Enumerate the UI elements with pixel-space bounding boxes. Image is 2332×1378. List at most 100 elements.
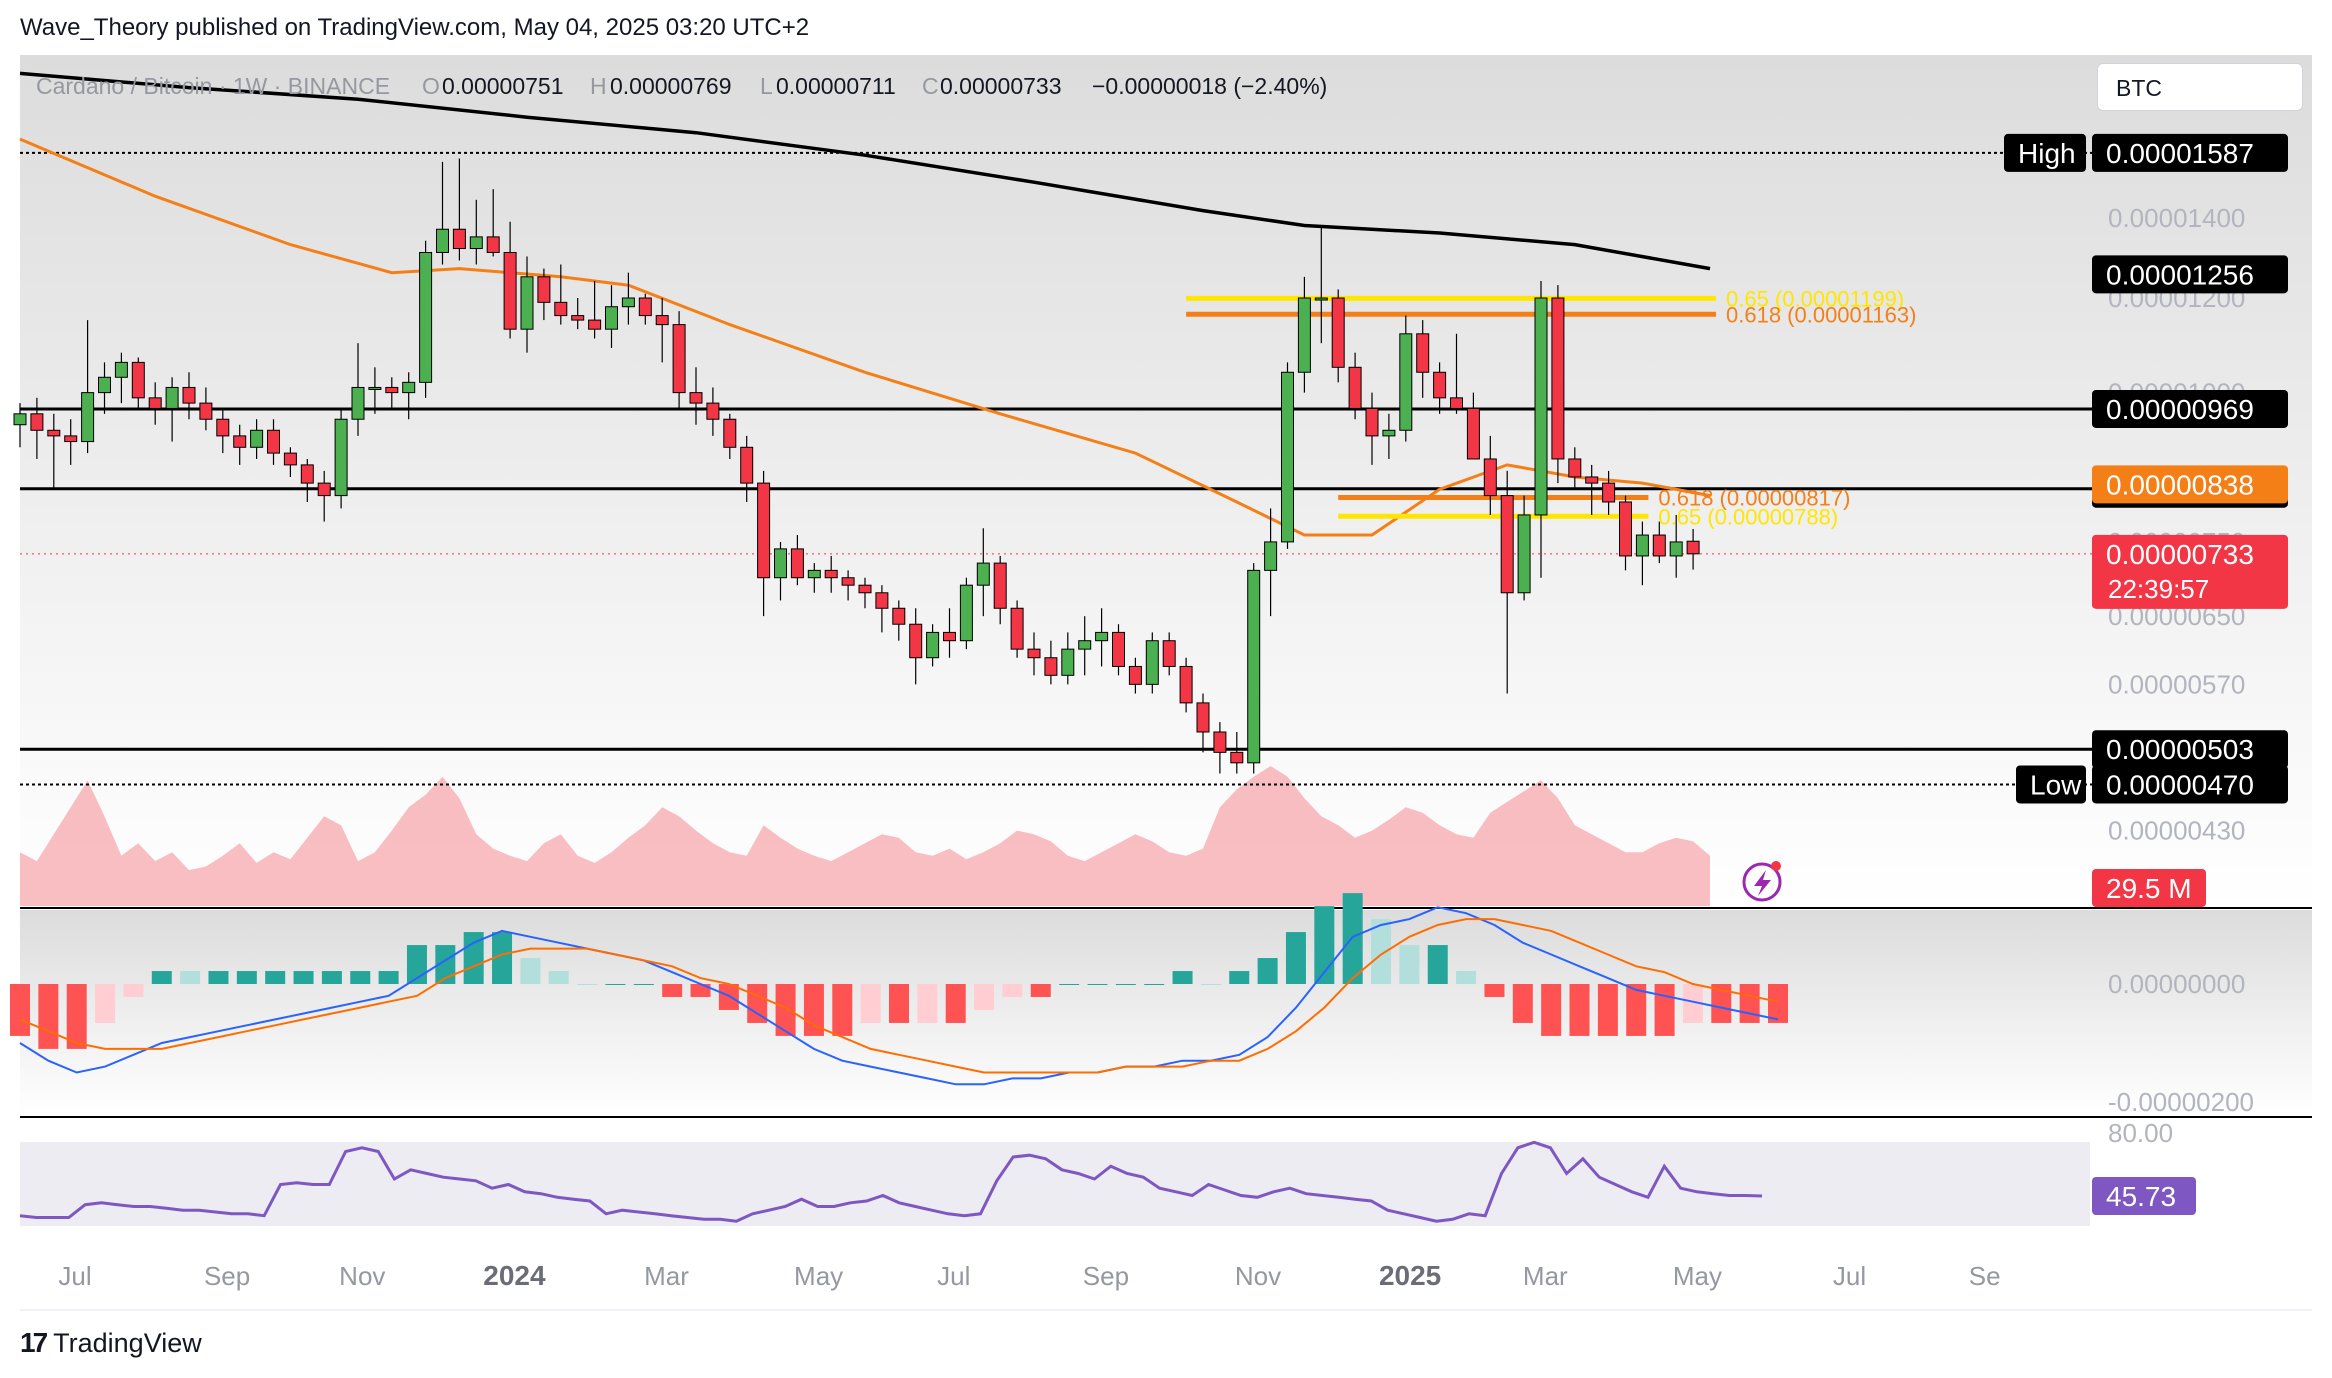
fib-zones-layer: 0.65 (0.00001199)0.618 (0.00001163) 0.618… [1186, 286, 1916, 529]
symbol-name: Cardano / Bitcoin · 1W · BINANCE [36, 73, 390, 99]
candle-body [1517, 514, 1531, 594]
candle-body [892, 607, 906, 625]
x-tick-label: 2025 [1379, 1260, 1441, 1291]
candle-body [1230, 751, 1244, 764]
candle-body [334, 418, 348, 497]
candle-body [1382, 429, 1396, 437]
candle-body [689, 392, 703, 404]
fib-level-label: 0.65 (0.00001199) [1726, 286, 1904, 311]
macd-hist-bar [378, 971, 399, 984]
candle-body [1213, 731, 1227, 753]
candle-body [1619, 501, 1632, 557]
volume-area [20, 766, 1710, 906]
volume-tag-text: 29.5 M [2106, 873, 2192, 904]
candle-body [588, 319, 602, 330]
price-labels-layer: 0.00001587High0.000009690.000008310.0000… [2004, 133, 2288, 1215]
rsi-value-tag: 45.73 [2092, 1176, 2196, 1215]
candle-body [1686, 540, 1700, 555]
candle-body [148, 397, 162, 409]
candle-body [1399, 333, 1413, 431]
level-name-tag-text: Low [2030, 769, 2082, 800]
macd-hist-bar [860, 984, 881, 1023]
candle-body [1010, 607, 1024, 650]
candle-body [1433, 371, 1447, 399]
macd-hist-bar [1654, 984, 1675, 1036]
candle-body [1247, 569, 1261, 764]
macd-hist-bar [605, 984, 626, 985]
candle-body [1534, 297, 1548, 516]
flash-icon[interactable] [1742, 861, 1782, 902]
level-price-tag: 0.00001587 [2092, 133, 2288, 172]
candle-body [98, 376, 111, 394]
candle-body [1061, 648, 1075, 676]
candle-body [1078, 640, 1092, 650]
macd-hist-bar [832, 984, 853, 1036]
price-tag: 0.00000838 [2092, 465, 2288, 504]
macd-lines-layer [19, 906, 1779, 1086]
candle-body [300, 464, 314, 484]
candle-body [1297, 297, 1311, 373]
macd-hist-bar [265, 971, 286, 984]
macd-hist-bar [1172, 971, 1193, 984]
candle-body [64, 435, 78, 443]
candle-body [385, 386, 399, 394]
close-value: 0.00000733 [940, 73, 1062, 99]
macd-hist-bar [1115, 984, 1136, 985]
main-pane-bg [20, 55, 2312, 907]
macd-hist-bar [1682, 984, 1703, 1023]
macd-hist-bar [208, 971, 229, 984]
candle-body [757, 482, 771, 579]
fib-level-label: 0.65 (0.00000788) [1658, 504, 1838, 529]
level-name-tag: High [2004, 133, 2086, 172]
macd-hist-bar [66, 984, 87, 1049]
candle-body [672, 324, 686, 394]
candle-body [723, 418, 737, 448]
macd-pane-bg [20, 910, 2312, 1116]
x-tick-label: Jul [937, 1261, 970, 1291]
candle-body [926, 631, 940, 659]
macd-hist-bar [548, 971, 569, 984]
macd-hist-bar [236, 971, 257, 984]
candle-body [1652, 534, 1666, 557]
macd-hist-bar [889, 984, 909, 1023]
candle-body [959, 584, 973, 642]
candle-body [1027, 648, 1041, 659]
macd-hist-bar [1059, 984, 1080, 985]
candle-body [790, 548, 804, 579]
open-value: 0.00000751 [442, 73, 564, 99]
candle-body [943, 631, 956, 642]
x-tick-label: Sep [1083, 1261, 1129, 1291]
macd-tick-label: 0.00000000 [2108, 969, 2245, 999]
macd-hist-bar [1739, 984, 1760, 1023]
candle-body [993, 562, 1007, 609]
currency-selector[interactable]: BTC [2097, 63, 2303, 111]
candle-body [13, 413, 27, 426]
candle-body [30, 413, 44, 431]
x-tick-label: 2024 [483, 1260, 546, 1291]
last-price-bg [2092, 534, 2288, 609]
price-tag-bg [2092, 465, 2288, 504]
candle-body [81, 392, 95, 443]
macd-line [19, 906, 1779, 1086]
level-price-tag-text: 0.00000969 [2106, 394, 2254, 425]
macd-hist-bar [435, 945, 456, 984]
candle-body [1500, 495, 1514, 594]
rsi-layer [19, 1140, 1763, 1223]
macd-hist-bar [974, 984, 995, 1010]
ema-orange-line [19, 137, 1711, 537]
rsi-tick-label: 80.00 [2108, 1118, 2173, 1148]
candle-body [976, 562, 990, 586]
x-tick-label: Nov [339, 1261, 385, 1291]
level-name-tag-bg [2016, 765, 2086, 804]
macd-hist-bar [1541, 984, 1562, 1036]
level-price-tag-bg [2092, 389, 2288, 428]
rsi-band [20, 1142, 2090, 1226]
level-price-tag-bg [2092, 765, 2288, 804]
tradingview-logo[interactable]: 17 TradingView [20, 1327, 202, 1359]
volume-tag-bg [2092, 869, 2206, 907]
candle-body [267, 429, 280, 454]
macd-hist-bar [917, 984, 938, 1023]
macd-hist-bar [1371, 919, 1392, 984]
macd-hist-bar [1626, 984, 1647, 1036]
